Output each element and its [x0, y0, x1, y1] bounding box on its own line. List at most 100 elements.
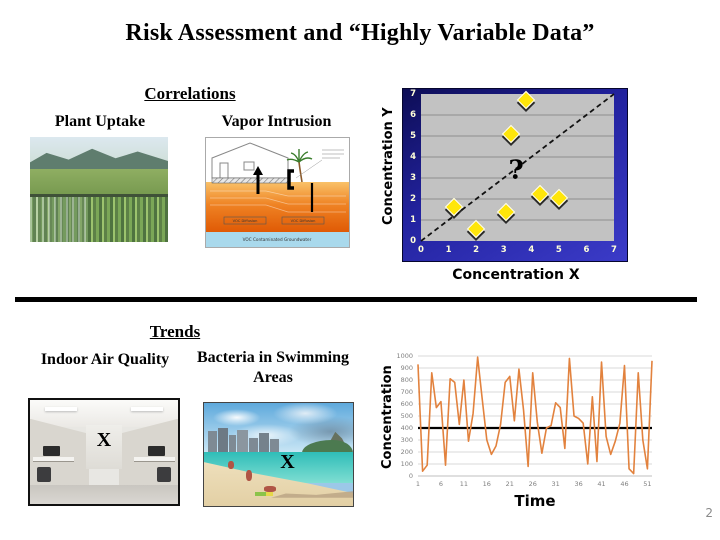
- x-tick-label: 2: [473, 245, 480, 255]
- sub-slab-pipe: [287, 169, 294, 190]
- scatter-x-axis-title: Concentration X: [452, 267, 580, 283]
- x-tick-label: 1: [415, 480, 421, 488]
- trend-line-chart: [418, 356, 652, 476]
- chart-canvas: [418, 356, 652, 476]
- scatter-y-axis-title: Concentration Y: [381, 107, 396, 225]
- legend-text-lines: [322, 149, 344, 159]
- indoor-air-quality-label: Indoor Air Quality: [40, 351, 170, 368]
- x-tick-label: 46: [620, 480, 629, 488]
- x-tick-label: 0: [418, 245, 424, 255]
- indoor-x-marker: X: [96, 428, 112, 451]
- voc-diffusion-boxes: [223, 216, 325, 225]
- y-tick-label: 1: [410, 215, 416, 225]
- y-tick-label: 300: [400, 436, 413, 444]
- ceiling-light: [130, 407, 164, 412]
- x-tick-label: 7: [611, 245, 617, 255]
- vapor-arrow-up: [253, 166, 263, 194]
- x-tick-label: 36: [574, 480, 583, 488]
- plant-uptake-photo: [30, 137, 168, 242]
- y-tick-label: 500: [400, 412, 413, 420]
- y-tick-label: 7: [410, 89, 416, 99]
- trends-heading: Trends: [149, 322, 201, 341]
- y-tick-label: 5: [410, 131, 416, 141]
- vapor-intrusion-label: Vapor Intrusion: [221, 113, 332, 130]
- bacteria-swimming-label: Bacteria in Swimming Areas: [197, 349, 349, 386]
- y-tick-label: 600: [400, 400, 413, 408]
- scatter-plot: ?: [421, 91, 614, 241]
- house-outline: [211, 142, 289, 179]
- chair-left: [37, 466, 51, 483]
- y-tick-label: 0: [408, 472, 413, 480]
- page-number: 2: [705, 506, 713, 520]
- palm-tree: [286, 149, 313, 183]
- x-tick-label: 5: [555, 245, 562, 255]
- city-skyline: [208, 427, 291, 453]
- x-tick-label: 26: [528, 480, 537, 488]
- monitor-right: [148, 445, 165, 457]
- floor: [30, 485, 178, 504]
- green-hill: [302, 440, 353, 454]
- x-tick-label: 31: [551, 480, 560, 488]
- vapor-intrusion-diagram: VOC Contaminated Groundwater VOC Diffusi…: [205, 137, 350, 248]
- ceiling: [30, 400, 178, 428]
- y-tick-label: 400: [400, 424, 413, 432]
- foundation-slab: [211, 177, 289, 184]
- x-tick-label: 3: [500, 245, 507, 255]
- person-lying: [263, 486, 276, 492]
- y-tick-label: 100: [400, 460, 413, 468]
- beach-x-marker: X: [280, 450, 295, 473]
- x-tick-label: 51: [643, 480, 652, 488]
- vapor-diagram-svg: VOC Contaminated Groundwater VOC Diffusi…: [206, 142, 349, 247]
- y-tick-label: 900: [400, 364, 413, 372]
- corridor: [86, 424, 122, 469]
- question-mark-annotation: ?: [508, 155, 524, 186]
- x-tick-label: 41: [597, 480, 606, 488]
- soil: [206, 182, 349, 232]
- swimming-area-photo: X: [203, 402, 354, 507]
- plant-uptake-label: Plant Uptake: [54, 113, 146, 130]
- desk-left: [32, 457, 75, 462]
- desk-right: [133, 457, 176, 462]
- pointer-line: [295, 159, 323, 179]
- scatter-y-ticks: 0 1 2 3 4 5 6 7: [404, 89, 419, 246]
- trend-x-ticks: 1 6 11 16 21 26 31 36 41 46 51: [415, 479, 652, 489]
- indoor-air-quality-photo: X: [28, 398, 180, 506]
- x-tick-label: 1: [445, 245, 452, 255]
- x-tick-label: 16: [482, 480, 491, 488]
- groundwater-label: VOC Contaminated Groundwater: [243, 237, 312, 242]
- paddy-water: [30, 196, 88, 242]
- y-tick-label: 3: [410, 173, 416, 183]
- ceiling-light: [44, 407, 78, 412]
- correlations-heading: Correlations: [144, 84, 236, 103]
- field-bund: [30, 193, 168, 198]
- voc-diffusion-left-label: VOC Diffusion: [233, 219, 258, 223]
- scatter-x-ticks: 0 1 2 3 4 5 6 7: [418, 243, 617, 257]
- groundwater: [206, 232, 349, 247]
- chair-right: [157, 466, 171, 483]
- y-tick-label: 4: [410, 152, 416, 162]
- y-tick-label: 200: [400, 448, 413, 456]
- x-tick-label: 6: [438, 480, 444, 488]
- y-tick-label: 700: [400, 388, 413, 396]
- x-tick-label: 11: [459, 480, 469, 488]
- person: [245, 469, 252, 482]
- monitor-left: [43, 445, 60, 457]
- y-tick-label: 1000: [396, 352, 413, 360]
- y-tick-label: 2: [410, 194, 416, 204]
- x-tick-label: 6: [583, 245, 590, 255]
- slide-title: Risk Assessment and “Highly Variable Dat…: [125, 20, 595, 46]
- rice-field: [30, 168, 168, 196]
- soil-layers: [210, 190, 346, 213]
- y-tick-label: 800: [400, 376, 413, 384]
- trend-x-axis-title: Time: [514, 492, 556, 510]
- y-tick-label: 0: [410, 236, 416, 246]
- correlation-scatter-chart: ? 0 1 2 3 4 5 6 7 0 1 2 3 4 5 6 7: [402, 88, 628, 262]
- beach-towel: [254, 491, 273, 496]
- x-tick-label: 21: [505, 480, 514, 488]
- person: [227, 460, 234, 469]
- section-divider-line: [15, 297, 697, 302]
- y-tick-label: 6: [410, 110, 416, 120]
- voc-diffusion-right-label: VOC Diffusion: [291, 219, 316, 223]
- x-tick-label: 4: [528, 245, 535, 255]
